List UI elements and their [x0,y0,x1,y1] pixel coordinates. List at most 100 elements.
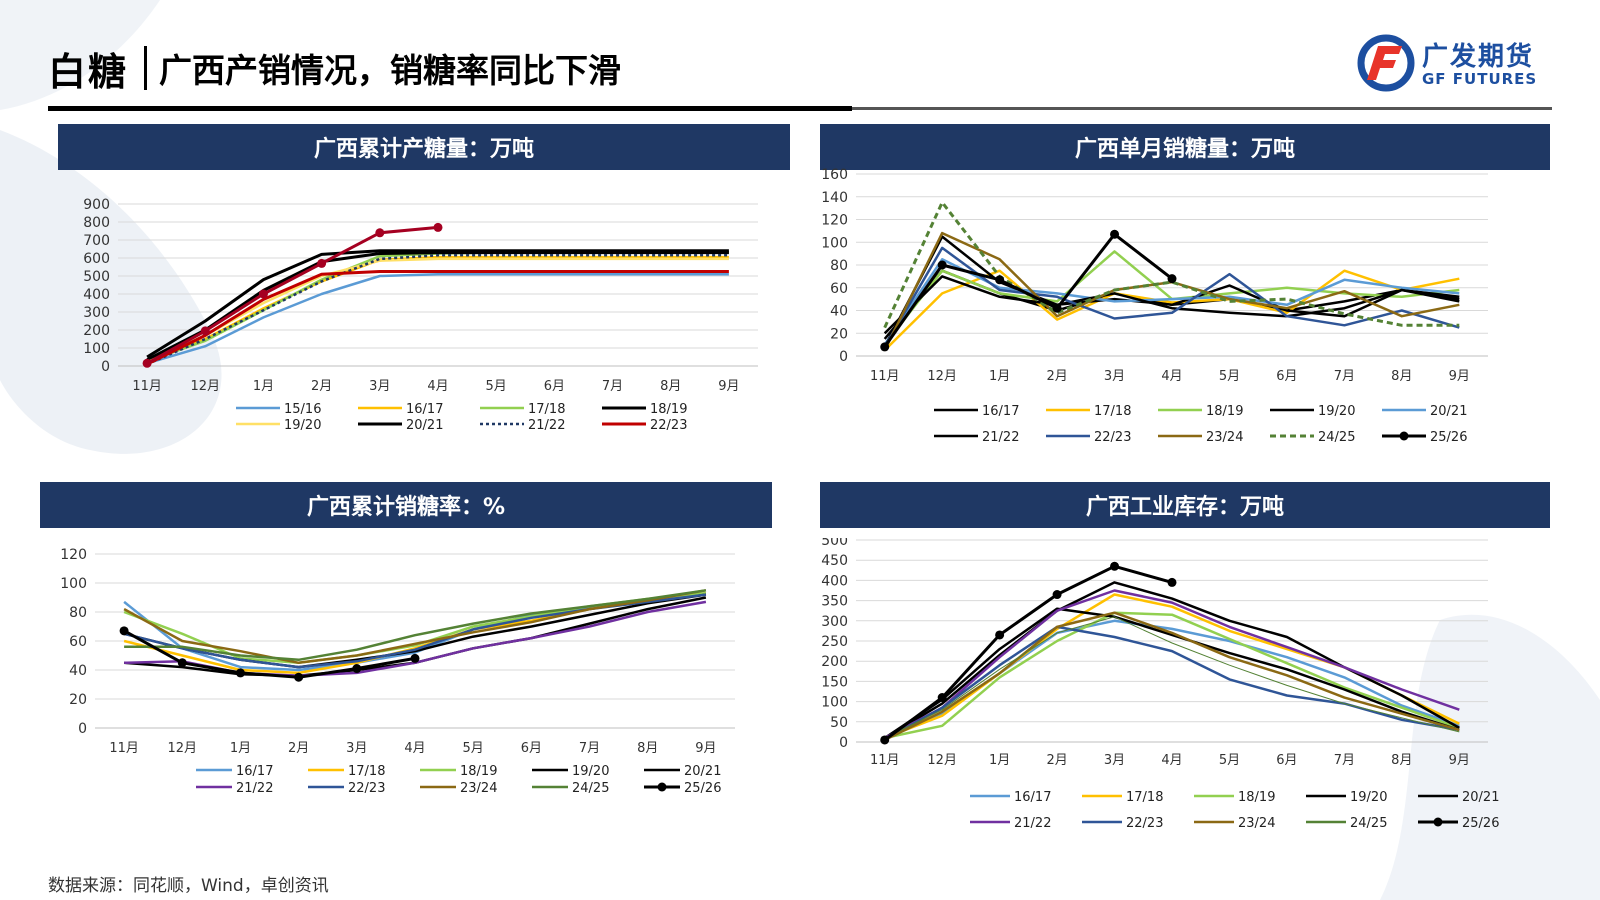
data-point-marker [1052,303,1062,313]
x-tick-label: 6月 [521,741,542,756]
data-point-marker [880,342,890,352]
legend-label: 18/19 [1238,790,1275,805]
series-line-19/20 [884,581,1460,740]
x-tick-label: 9月 [718,379,739,394]
series-line-20/21 [146,249,729,359]
y-tick-label: 600 [83,251,110,267]
data-point-marker [410,653,420,663]
company-logo: 广发期货 GF FUTURES [1356,32,1556,92]
y-tick-label: 450 [821,553,848,569]
x-tick-label: 9月 [1449,753,1470,768]
x-tick-label: 11月 [870,753,900,768]
y-tick-label: 800 [83,215,110,231]
legend-label: 25/26 [1462,816,1499,831]
data-source-note: 数据来源：同花顺，Wind，卓创资讯 [48,876,329,896]
x-tick-label: 11月 [109,741,139,756]
x-tick-label: 5月 [1219,753,1240,768]
x-tick-label: 8月 [637,741,658,756]
data-point-marker [937,260,947,270]
legend-label: 25/26 [1430,430,1467,445]
legend-label: 21/22 [236,781,273,796]
y-tick-label: 400 [821,573,848,589]
y-tick-label: 80 [830,258,848,274]
y-tick-label: 100 [60,576,87,592]
x-tick-label: 4月 [1161,753,1182,768]
data-point-marker [235,668,245,678]
data-point-marker [375,228,385,238]
legend-label: 23/24 [1206,430,1243,445]
series-line-22/23 [884,625,1460,742]
x-tick-label: 3月 [1104,369,1125,384]
data-point-marker [995,630,1005,640]
data-point-marker [995,275,1005,285]
gf-logo-icon [1357,34,1415,92]
x-tick-label: 5月 [463,741,484,756]
series-line-18/19 [884,611,1460,740]
legend-label: 18/19 [1206,404,1243,419]
legend-marker [1399,431,1409,441]
series-line-19/20 [883,275,1460,335]
chart-monthly-sales: 0 20 40 60 80 100 120 140 160 11月 12月 1月 2月 3月 4月 5月 6月 7… [821,167,1488,445]
chart-cum-sales-rate: 0 20 40 60 80 100 120 11月 12月 1月 2月 3月 4月 5月 6月 7月 8月 9月 1… [60,548,735,796]
series-line-18/19 [146,251,729,362]
y-tick-label: 0 [839,349,848,365]
legend-label: 19/20 [572,764,609,779]
series-line-22/23 [883,246,1460,348]
legend-label: 17/18 [1094,404,1131,419]
y-tick-label: 20 [830,326,848,342]
data-point-marker [200,326,210,336]
x-tick-label: 6月 [1276,753,1297,768]
y-tick-label: 80 [69,605,87,621]
legend-label: 16/17 [236,764,273,779]
x-tick-label: 11月 [870,369,900,384]
page-header: 白糖 广西产销情况，销糖率同比下滑 [48,38,621,98]
y-tick-label: 100 [83,341,110,357]
data-point-marker [1110,229,1120,239]
x-tick-label: 9月 [695,741,716,756]
chart-industrial-inventory: 0 50 100 150 200 250 300 350 400 450 500 11月 12月 1月 2月… [821,538,1499,831]
page-title: 白糖 [48,49,129,94]
x-tick-label: 1月 [989,753,1010,768]
legend-label: 20/21 [1430,404,1467,419]
x-tick-label: 8月 [1391,369,1412,384]
y-tick-label: 20 [69,692,87,708]
series-line-24/25 [884,616,1460,739]
data-point-marker [880,735,890,745]
x-tick-label: 3月 [346,741,367,756]
x-tick-label: 2月 [288,741,309,756]
y-tick-label: 0 [78,721,87,737]
series-line-21/22 [883,235,1460,348]
x-tick-label: 8月 [1391,753,1412,768]
y-tick-label: 0 [101,359,110,375]
panel-title-cum-sales-rate: 广西累计销糖率：% [40,482,772,528]
legend-label: 22/23 [1094,430,1131,445]
x-tick-label: 5月 [486,379,507,394]
y-tick-label: 100 [821,695,848,711]
data-point-marker [433,222,443,232]
y-tick-label: 40 [69,663,87,679]
data-point-marker [317,258,327,268]
series-line-24/25 [124,589,707,662]
series-line-20/21 [884,607,1460,740]
x-tick-label: 8月 [660,379,681,394]
series-line-21/22 [124,600,707,678]
legend-label: 17/18 [348,764,385,779]
series-line-25/26 [123,629,416,679]
x-tick-label: 5月 [1219,369,1240,384]
page-subtitle: 广西产销情况，销糖率同比下滑 [159,51,622,90]
y-tick-label: 50 [830,715,848,731]
panel-title-monthly-sales: 广西单月销糖量：万吨 [820,124,1550,170]
y-tick-label: 400 [83,287,110,303]
data-point-marker [119,626,129,636]
legend-label: 20/21 [1462,790,1499,805]
y-tick-label: 200 [83,323,110,339]
data-point-marker [1167,577,1177,587]
series-line-16/17 [146,255,729,364]
series-line-23/24 [883,231,1460,351]
series-line-23/24 [884,611,1460,742]
panel-title-industrial-inventory: 广西工业库存：万吨 [820,482,1550,528]
legend-label: 18/19 [650,402,687,417]
y-tick-label: 900 [83,197,110,213]
series-line-24/25 [883,200,1460,329]
x-tick-label: 4月 [427,379,448,394]
